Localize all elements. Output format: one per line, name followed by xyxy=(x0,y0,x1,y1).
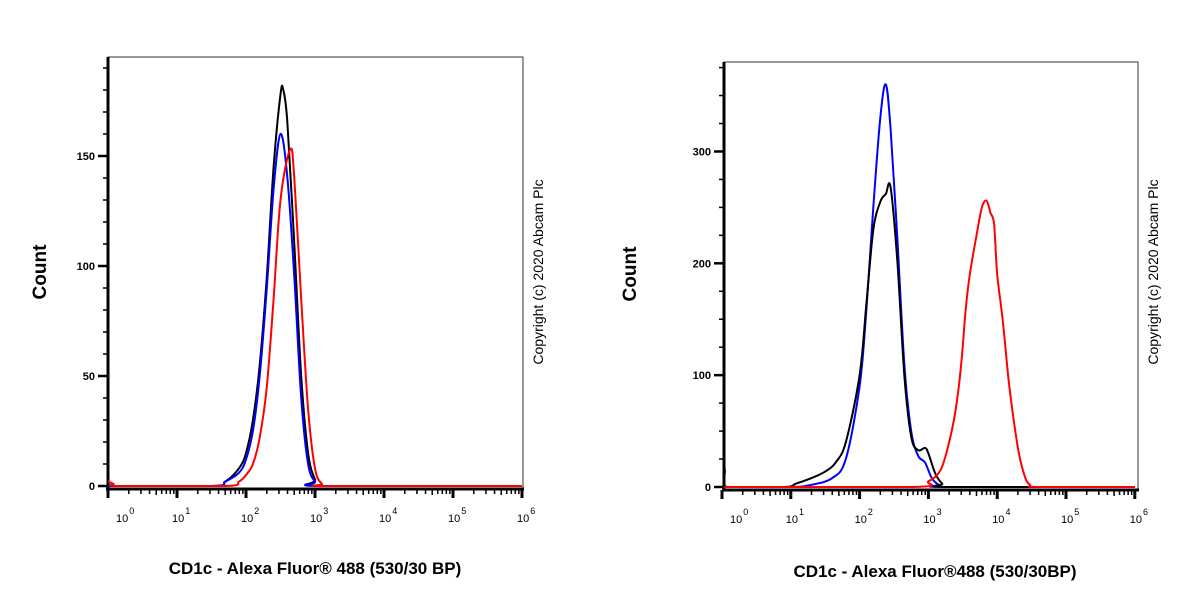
x-tick-base: 10 xyxy=(992,514,1004,526)
x-tick-base: 10 xyxy=(172,513,184,525)
copyright-watermark: Copyright (c) 2020 Abcam Plc xyxy=(530,179,546,364)
x-tick-label: 105 xyxy=(1061,507,1079,526)
x-tick-base: 10 xyxy=(116,513,128,525)
x-tick-base: 10 xyxy=(517,513,529,525)
y-axis-label: Count xyxy=(620,246,641,302)
histogram-series-1 xyxy=(108,132,522,488)
x-tick-exponent: 6 xyxy=(530,506,535,516)
y-tick-label: 0 xyxy=(705,482,711,494)
x-tick-base: 10 xyxy=(379,513,391,525)
x-tick-exponent: 0 xyxy=(743,507,748,517)
copyright-watermark: Copyright (c) 2020 Abcam Plc xyxy=(1145,179,1161,364)
x-tick-exponent: 1 xyxy=(799,507,804,517)
x-tick-exponent: 5 xyxy=(1074,507,1079,517)
x-tick-label: 104 xyxy=(379,506,397,525)
x-tick-label: 100 xyxy=(116,506,134,525)
y-tick-label: 200 xyxy=(693,258,711,270)
x-tick-label: 105 xyxy=(448,506,466,525)
x-tick-base: 10 xyxy=(1130,514,1142,526)
x-tick-label: 106 xyxy=(517,506,535,525)
y-tick-label: 100 xyxy=(77,261,95,273)
plot-frame xyxy=(723,61,1139,491)
x-tick-label: 106 xyxy=(1130,507,1148,526)
histogram-series-0 xyxy=(108,84,522,488)
y-tick-label: 150 xyxy=(77,151,95,163)
x-tick-label: 104 xyxy=(992,507,1010,526)
x-tick-base: 10 xyxy=(310,513,322,525)
x-tick-base: 10 xyxy=(923,514,935,526)
x-tick-exponent: 0 xyxy=(129,506,134,516)
x-tick-exponent: 3 xyxy=(937,507,942,517)
y-tick-label: 50 xyxy=(83,371,95,383)
histogram-series-2 xyxy=(108,147,522,488)
x-tick-exponent: 1 xyxy=(185,506,190,516)
x-tick-base: 10 xyxy=(241,513,253,525)
x-tick-base: 10 xyxy=(730,514,742,526)
x-tick-label: 101 xyxy=(172,506,190,525)
x-tick-label: 100 xyxy=(730,507,748,526)
y-tick-label: 0 xyxy=(89,481,95,493)
x-tick-exponent: 6 xyxy=(1143,507,1148,517)
y-axis-label: Count xyxy=(30,244,51,300)
x-tick-label: 102 xyxy=(855,507,873,526)
x-tick-base: 10 xyxy=(786,514,798,526)
x-axis-label: CD1c - Alexa Fluor®488 (530/30BP) xyxy=(793,562,1076,581)
y-tick-label: 100 xyxy=(693,370,711,382)
x-tick-exponent: 2 xyxy=(254,506,259,516)
x-tick-exponent: 3 xyxy=(323,506,328,516)
x-tick-exponent: 4 xyxy=(1005,507,1010,517)
x-tick-exponent: 5 xyxy=(461,506,466,516)
x-tick-label: 103 xyxy=(923,507,941,526)
histogram-series-0 xyxy=(724,83,1135,489)
x-tick-label: 102 xyxy=(241,506,259,525)
histogram-right: Count CD1c - Alexa Fluor®488 (530/30BP) … xyxy=(620,61,1161,581)
x-tick-base: 10 xyxy=(448,513,460,525)
x-tick-base: 10 xyxy=(1061,514,1073,526)
histogram-left: Count CD1c - Alexa Fluor® 488 (530/30 BP… xyxy=(30,56,546,578)
x-tick-label: 103 xyxy=(310,506,328,525)
x-tick-exponent: 2 xyxy=(868,507,873,517)
histogram-series-1 xyxy=(724,182,1135,489)
x-tick-base: 10 xyxy=(855,514,867,526)
histogram-series-2 xyxy=(724,199,1135,489)
x-tick-label: 101 xyxy=(786,507,804,526)
x-tick-exponent: 4 xyxy=(392,506,397,516)
y-tick-label: 300 xyxy=(693,146,711,158)
plot-frame xyxy=(107,56,524,490)
x-axis-label: CD1c - Alexa Fluor® 488 (530/30 BP) xyxy=(169,559,462,578)
